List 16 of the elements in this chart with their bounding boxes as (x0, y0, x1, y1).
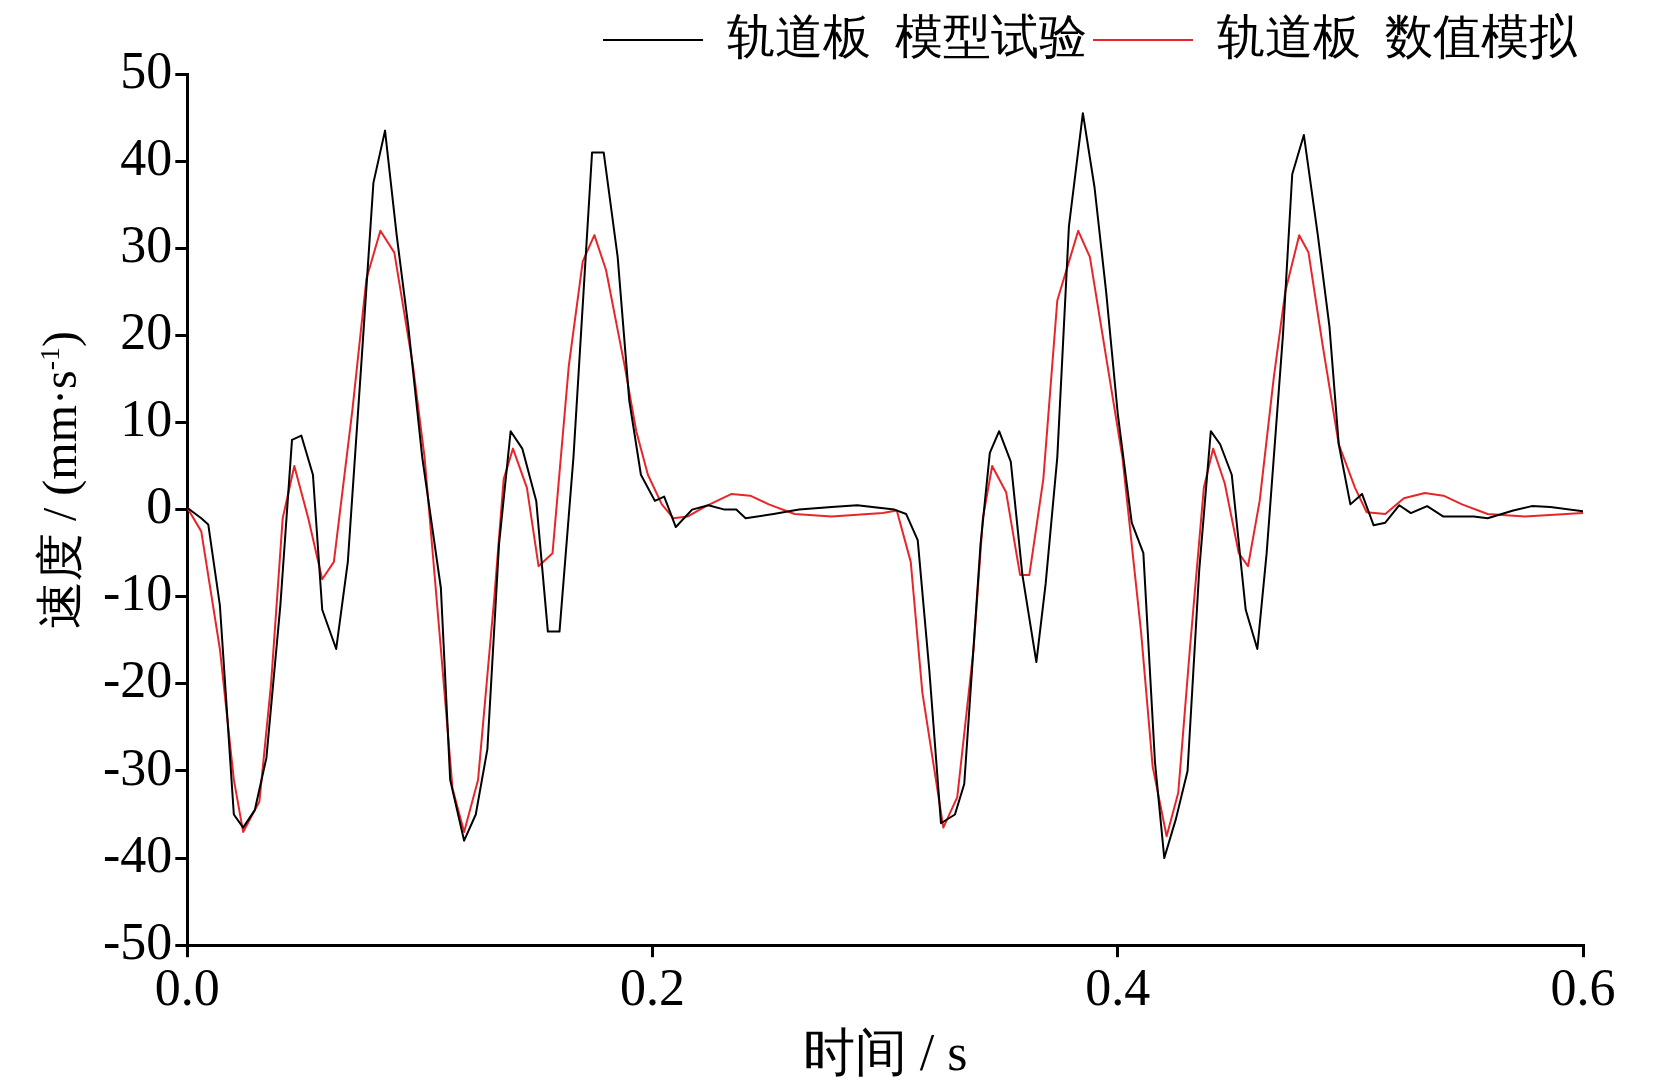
x-tick-label: 0.4 (1085, 959, 1151, 1017)
y-tick-label: 10 (120, 390, 173, 448)
legend-label: 轨道板 模型试验 (727, 9, 1087, 63)
y-tick-label: 50 (120, 41, 173, 99)
x-tick-label: 0.2 (620, 959, 686, 1017)
y-tick-label: 20 (120, 303, 173, 361)
y-tick-label: 40 (120, 128, 173, 186)
y-tick-label: -30 (102, 738, 173, 796)
y-tick-label: 30 (120, 215, 173, 273)
y-tick-label: 0 (146, 477, 173, 535)
x-axis-title: 时间 / s (802, 1024, 968, 1082)
y-tick-label: -40 (102, 825, 173, 883)
legend-label: 轨道板 数值模拟 (1217, 9, 1578, 63)
y-tick-label: -10 (102, 564, 173, 622)
x-tick-label: 0.6 (1550, 959, 1616, 1017)
y-tick-label: -20 (102, 651, 173, 709)
